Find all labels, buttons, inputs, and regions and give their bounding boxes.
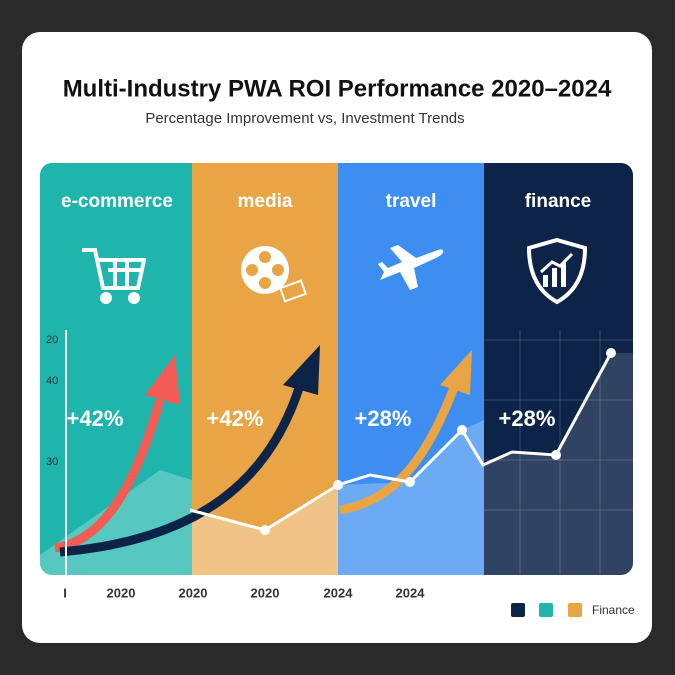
area	[338, 420, 484, 575]
icon-film	[241, 246, 308, 303]
panel-label: finance	[525, 191, 592, 212]
x-label: 2024	[396, 585, 426, 600]
panel-label: e-commerce	[61, 191, 173, 212]
y-label: 20	[46, 334, 58, 346]
legend-label: Finance	[592, 603, 635, 617]
x-label: 2020	[179, 585, 208, 600]
icon-plane	[378, 245, 444, 290]
arrow-head	[145, 355, 180, 405]
panel-bg	[484, 163, 633, 575]
y-label: 30	[46, 456, 58, 468]
title: Multi-Industry PWA ROI Performance 2020–…	[63, 75, 612, 102]
arrow	[59, 383, 305, 557]
x-label: 2024	[324, 585, 354, 600]
arrow	[54, 398, 165, 553]
value-label: +42%	[207, 406, 264, 431]
value-label: +28%	[499, 406, 556, 431]
value-label: +42%	[67, 406, 124, 431]
arrow	[339, 383, 460, 515]
value-label: +28%	[355, 406, 412, 431]
arrow-head	[283, 345, 320, 395]
x-label: 2020	[251, 585, 280, 600]
legend-swatch	[568, 603, 582, 617]
icon-cart	[82, 248, 147, 304]
x-label: 2020	[107, 585, 136, 600]
arrow-head	[440, 350, 472, 395]
trend-line	[189, 352, 613, 532]
points	[260, 348, 616, 535]
panel-label: travel	[386, 191, 437, 212]
icon-shield	[526, 237, 588, 305]
x-label: I	[63, 585, 67, 600]
y-label: 40	[46, 375, 58, 387]
panel-label: media	[238, 191, 293, 212]
subtitle: Percentage Improvement vs, Investment Tr…	[145, 110, 464, 127]
legend-swatch	[539, 603, 553, 617]
area	[484, 353, 633, 575]
legend-swatch	[511, 603, 525, 617]
panels: e-commerce media travel finance +42% +42…	[40, 163, 633, 575]
